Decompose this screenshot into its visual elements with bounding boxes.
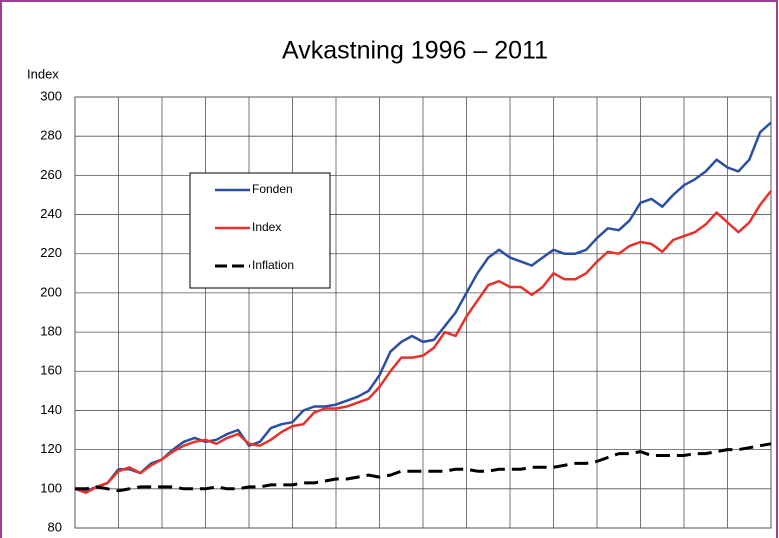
- series-line: [74, 121, 772, 493]
- series-line: [75, 442, 772, 493]
- lines: [74, 121, 772, 494]
- y-tick-label: 160: [40, 363, 62, 378]
- y-tick-label: 120: [40, 441, 62, 456]
- y-tick-label: 280: [40, 128, 62, 143]
- legend-label: Index: [252, 220, 281, 234]
- y-axis-label: Index: [27, 66, 59, 81]
- y-tick-label: 180: [40, 324, 62, 339]
- grid: 80 100 120 140 160 180 200 220 240 260 280 300: [40, 88, 772, 534]
- legend-label: Fonden: [252, 182, 293, 196]
- y-tick-label: 220: [40, 245, 62, 260]
- y-tick-label: 200: [40, 284, 62, 299]
- y-tick-label: 260: [40, 167, 62, 182]
- plot-border: [74, 96, 772, 529]
- legend-label: Inflation: [252, 258, 294, 272]
- y-tick-label: 100: [40, 480, 62, 495]
- y-tick-label: 80: [48, 519, 62, 534]
- legend-box: [189, 172, 331, 289]
- series-line: [74, 190, 772, 494]
- chart-title: Avkastning 1996 – 2011: [282, 37, 548, 65]
- y-tick-label: 300: [40, 88, 62, 103]
- y-tick-label: 140: [40, 402, 62, 417]
- y-tick-label: 240: [40, 206, 62, 221]
- legend: Fonden Index Inflation: [189, 172, 331, 289]
